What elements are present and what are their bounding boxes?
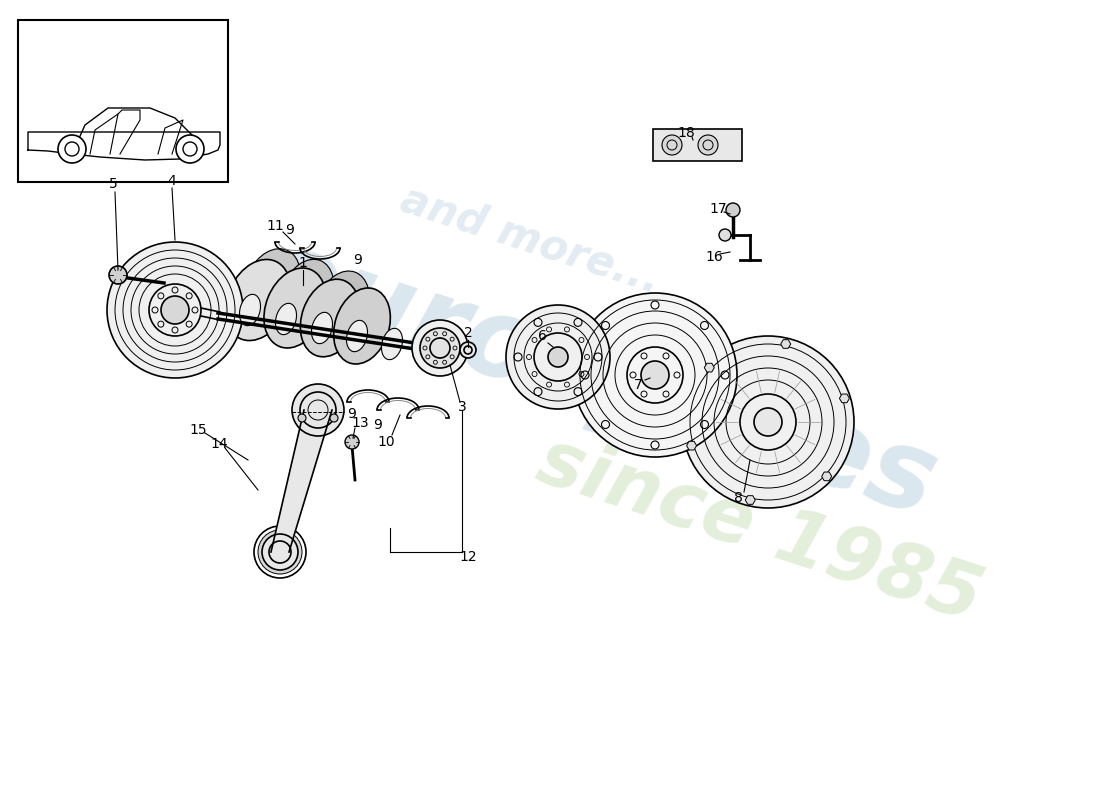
Circle shape	[292, 384, 344, 436]
Text: 2: 2	[463, 326, 472, 340]
Text: 1: 1	[298, 256, 307, 270]
Ellipse shape	[264, 268, 326, 348]
Text: 9: 9	[286, 223, 295, 237]
Ellipse shape	[244, 249, 300, 319]
Polygon shape	[781, 340, 791, 348]
Ellipse shape	[300, 279, 360, 357]
Ellipse shape	[346, 320, 367, 352]
Text: 9: 9	[348, 407, 356, 421]
Circle shape	[107, 242, 243, 378]
Circle shape	[726, 203, 740, 217]
FancyBboxPatch shape	[18, 20, 228, 182]
FancyBboxPatch shape	[653, 129, 742, 161]
Text: 13: 13	[351, 416, 369, 430]
Circle shape	[109, 266, 126, 284]
Circle shape	[176, 135, 204, 163]
Polygon shape	[839, 394, 849, 402]
Text: 9: 9	[353, 253, 362, 267]
Circle shape	[412, 320, 468, 376]
Ellipse shape	[317, 271, 370, 339]
Circle shape	[719, 229, 732, 241]
Text: 12: 12	[459, 550, 476, 564]
Circle shape	[754, 408, 782, 436]
Polygon shape	[704, 363, 714, 372]
Text: 5: 5	[109, 177, 118, 191]
Circle shape	[298, 414, 306, 422]
Polygon shape	[822, 472, 832, 481]
Circle shape	[682, 336, 854, 508]
Circle shape	[262, 534, 298, 570]
Text: 15: 15	[189, 423, 207, 437]
Ellipse shape	[333, 288, 390, 364]
Polygon shape	[746, 496, 756, 504]
Circle shape	[258, 530, 303, 574]
Text: 9: 9	[374, 418, 383, 432]
Polygon shape	[686, 442, 696, 450]
Circle shape	[330, 414, 338, 422]
Ellipse shape	[275, 303, 297, 334]
Polygon shape	[271, 410, 332, 552]
Text: 17: 17	[710, 202, 727, 216]
Polygon shape	[28, 132, 220, 160]
Text: 18: 18	[678, 126, 695, 140]
Text: since 1985: since 1985	[529, 423, 991, 637]
Circle shape	[641, 361, 669, 389]
Circle shape	[345, 435, 359, 449]
Text: 16: 16	[705, 250, 723, 264]
Text: eurospares: eurospares	[250, 221, 950, 539]
Text: 6: 6	[538, 329, 547, 343]
Text: 11: 11	[266, 219, 284, 233]
Circle shape	[548, 347, 568, 367]
Circle shape	[573, 293, 737, 457]
Circle shape	[161, 296, 189, 324]
Circle shape	[58, 135, 86, 163]
Ellipse shape	[382, 328, 403, 360]
Circle shape	[460, 342, 476, 358]
Ellipse shape	[226, 259, 290, 341]
Ellipse shape	[280, 259, 333, 329]
Circle shape	[506, 305, 610, 409]
Text: 8: 8	[734, 491, 742, 505]
Text: 10: 10	[377, 435, 395, 449]
Text: 14: 14	[210, 437, 228, 451]
Circle shape	[420, 328, 460, 368]
Text: 7: 7	[634, 378, 642, 392]
Text: and more...: and more...	[395, 178, 666, 302]
Ellipse shape	[240, 294, 261, 326]
Ellipse shape	[311, 312, 332, 344]
Text: 3: 3	[458, 400, 466, 414]
Circle shape	[698, 135, 718, 155]
Polygon shape	[72, 108, 195, 159]
Circle shape	[662, 135, 682, 155]
Text: 4: 4	[167, 174, 176, 188]
